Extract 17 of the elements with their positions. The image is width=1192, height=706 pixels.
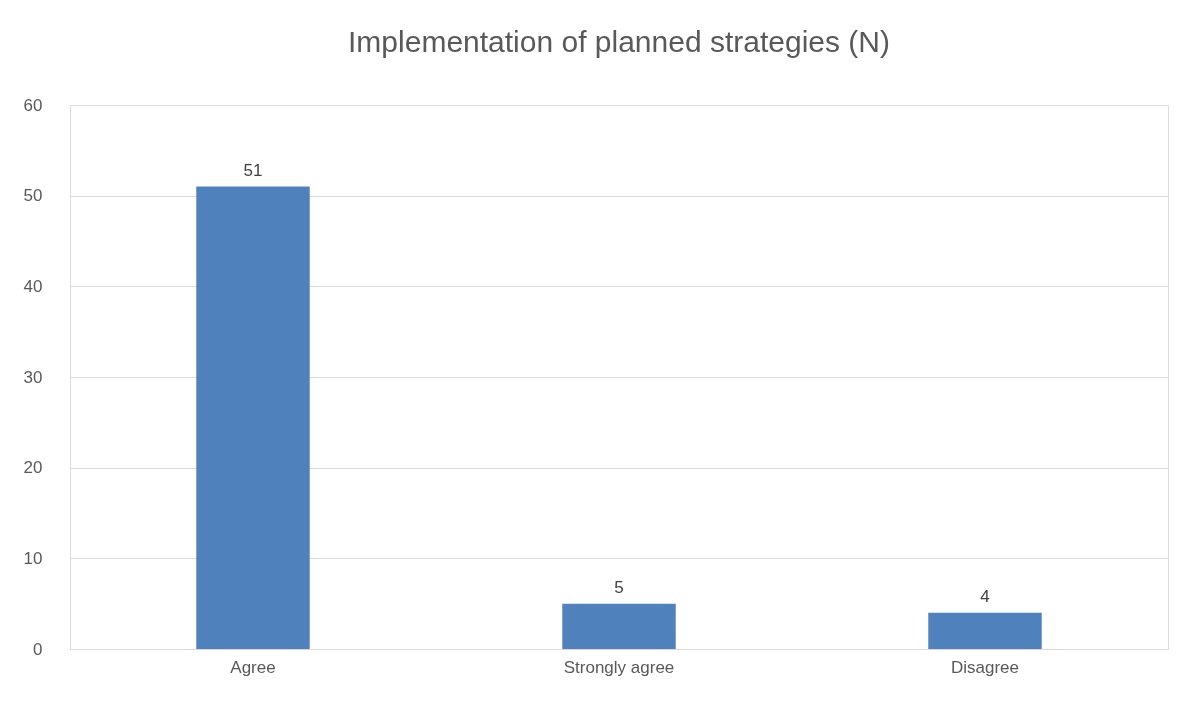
data-label: 4 [980,586,990,606]
y-tick-label: 10 [23,548,43,568]
data-label: 51 [243,160,263,180]
y-tick-label: 50 [23,186,43,206]
y-tick-label: 20 [23,458,43,478]
x-tick-label: Agree [230,657,276,677]
y-tick-label: 40 [23,276,43,296]
x-tick-label: Disagree [950,657,1020,677]
bar [196,186,310,649]
bar [562,603,676,649]
y-tick-label: 60 [23,95,43,115]
x-tick-label: Strongly agree [563,657,675,677]
bar [928,612,1042,649]
y-tick-label: 0 [33,639,43,659]
data-label: 5 [614,577,624,597]
chart-title: Implementation of planned strategies (N) [348,25,890,58]
y-tick-label: 30 [23,367,43,387]
